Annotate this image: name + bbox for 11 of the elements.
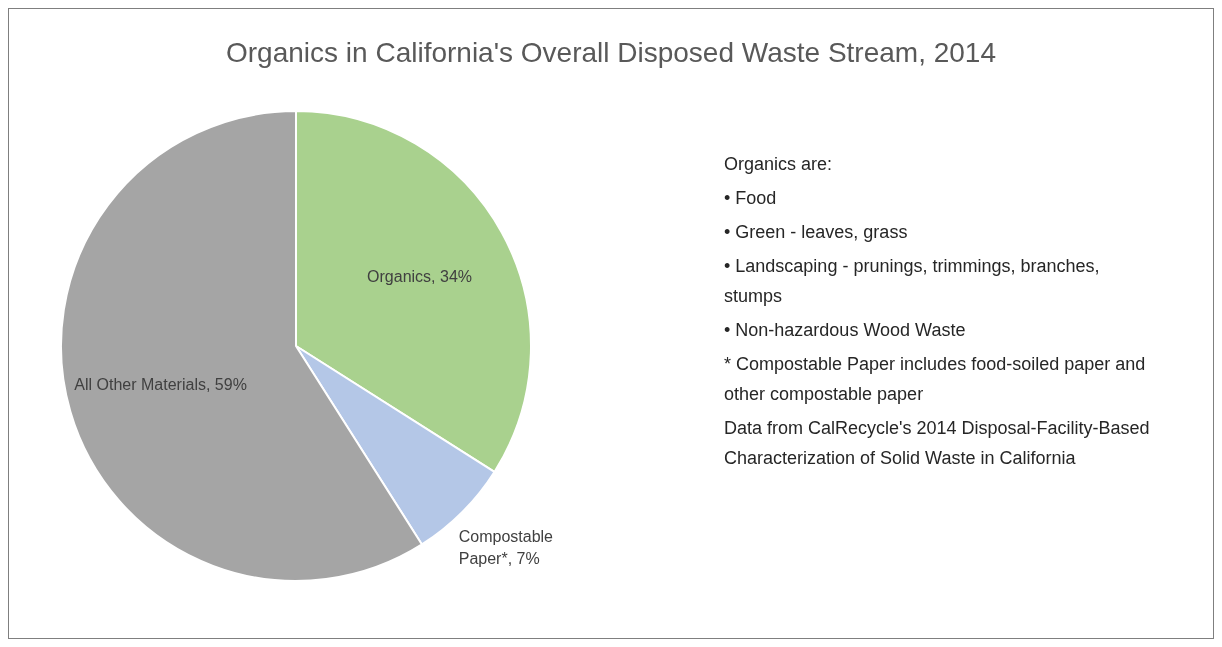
- text: Data from CalRecycle's 2014 Disposal-Facility-Based Characterization of Solid Waste in California: [724, 417, 1151, 470]
- slice-label: Compostable Paper*, 7%: [458, 528, 554, 568]
- text: • Food: [724, 187, 778, 210]
- slice-label: Organics, 34%: [367, 268, 473, 286]
- text: * Compostable Paper includes food-soiled paper and other compostable paper: [724, 353, 1147, 406]
- text: • Green - leaves, grass: [724, 221, 909, 244]
- text: • Non-hazardous Wood Waste: [724, 319, 967, 342]
- text: Organics in California's Overall Disposed Waste Stream, 2014: [225, 37, 997, 69]
- slice-label: All Other Materials, 59%: [74, 375, 247, 393]
- text: • Landscaping - prunings, trimmings, branches, stumps: [724, 255, 1101, 308]
- text: Organics are:: [724, 153, 834, 176]
